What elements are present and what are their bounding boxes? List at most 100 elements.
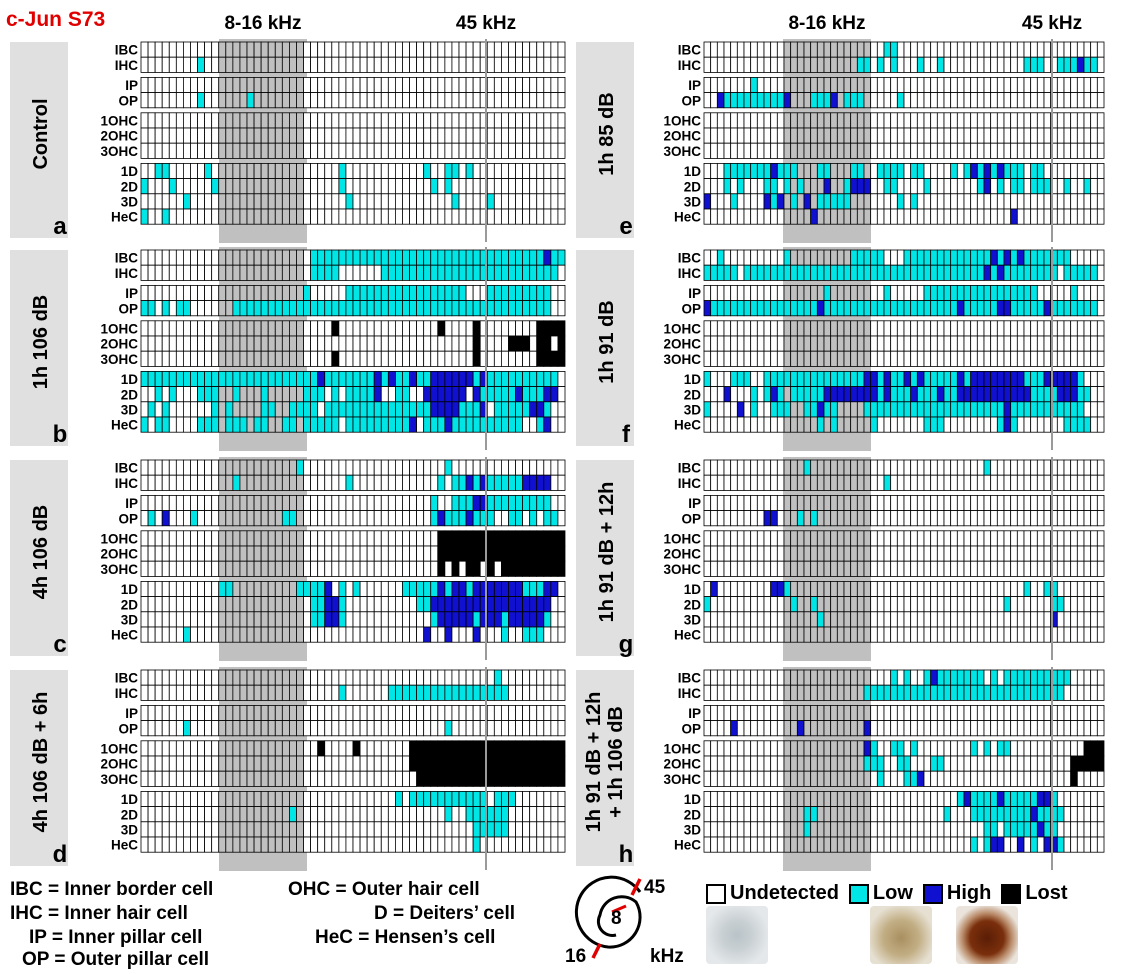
- cell-1ohc: [824, 321, 831, 336]
- cell-1ohc: [731, 113, 738, 128]
- cell-1d: [957, 163, 964, 178]
- cell-2d: [717, 179, 724, 194]
- cell-ip: [325, 77, 332, 92]
- cell-1d: [155, 371, 162, 386]
- cell-3d: [261, 822, 268, 837]
- cell-3ohc: [937, 143, 944, 158]
- cell-hec: [431, 417, 438, 432]
- cell-ibc: [551, 42, 558, 57]
- cell-2d: [459, 807, 466, 822]
- cell-hec: [417, 209, 424, 224]
- cell-hec: [473, 627, 480, 642]
- cell-2ohc: [247, 546, 254, 561]
- cell-ihc: [417, 685, 424, 700]
- cell-op: [247, 301, 254, 316]
- cell-op: [897, 721, 904, 736]
- cell-3ohc: [339, 143, 346, 158]
- cell-2ohc: [190, 128, 197, 143]
- cell-3ohc: [304, 561, 311, 576]
- cell-1ohc: [777, 321, 784, 336]
- cell-hec: [212, 837, 219, 852]
- cell-2d: [804, 179, 811, 194]
- cell-ibc: [884, 670, 891, 685]
- cell-1d: [431, 371, 438, 386]
- cell-ihc: [473, 475, 480, 490]
- cell-2ohc: [289, 128, 296, 143]
- cell-3d: [523, 612, 530, 627]
- cell-1d: [937, 371, 944, 386]
- cell-op: [811, 301, 818, 316]
- cell-1ohc: [205, 113, 212, 128]
- cell-hec: [837, 417, 844, 432]
- cell-op: [724, 93, 731, 108]
- cell-1ohc: [1037, 531, 1044, 546]
- cell-ip: [1071, 77, 1078, 92]
- cell-3d: [751, 194, 758, 209]
- cell-hec: [997, 209, 1004, 224]
- cell-hec: [837, 209, 844, 224]
- cell-3d: [884, 612, 891, 627]
- cell-ibc: [190, 460, 197, 475]
- cell-hec: [811, 627, 818, 642]
- cell-op: [311, 511, 318, 526]
- cell-1ohc: [997, 531, 1004, 546]
- cell-1ohc: [757, 321, 764, 336]
- cell-ibc: [744, 42, 751, 57]
- cell-3d: [791, 194, 798, 209]
- cell-ip: [904, 495, 911, 510]
- cell-ibc: [169, 42, 176, 57]
- cell-2ohc: [1017, 128, 1024, 143]
- cell-3d: [1037, 612, 1044, 627]
- cell-2d: [388, 807, 395, 822]
- cell-ip: [148, 705, 155, 720]
- cell-op: [964, 511, 971, 526]
- cell-ibc: [402, 670, 409, 685]
- cell-3ohc: [824, 143, 831, 158]
- cell-ihc: [452, 475, 459, 490]
- cell-3d: [797, 402, 804, 417]
- cell-op: [757, 301, 764, 316]
- cell-2ohc: [410, 546, 417, 561]
- cell-hec: [311, 417, 318, 432]
- cell-ibc: [791, 460, 798, 475]
- cell-ihc: [304, 475, 311, 490]
- cell-2ohc: [261, 336, 268, 351]
- cell-ihc: [219, 265, 226, 280]
- cell-ibc: [784, 670, 791, 685]
- cell-2d: [438, 807, 445, 822]
- cell-1d: [205, 581, 212, 596]
- cell-1d: [148, 163, 155, 178]
- cell-3ohc: [516, 143, 523, 158]
- cell-ibc: [304, 250, 311, 265]
- cell-2ohc: [494, 546, 501, 561]
- cell-3d: [1004, 612, 1011, 627]
- cell-ihc: [247, 265, 254, 280]
- cell-2d: [190, 387, 197, 402]
- cell-2ohc: [395, 546, 402, 561]
- cell-op: [395, 721, 402, 736]
- cell-ip: [711, 285, 718, 300]
- cell-2d: [318, 597, 325, 612]
- cell-2ohc: [296, 756, 303, 771]
- panel-condition-line: Control: [30, 98, 52, 169]
- cell-ibc: [831, 670, 838, 685]
- cell-ip: [459, 77, 466, 92]
- cell-ibc: [353, 250, 360, 265]
- cell-ibc: [1064, 250, 1071, 265]
- cell-ibc: [332, 42, 339, 57]
- cell-hec: [971, 209, 978, 224]
- cell-1ohc: [884, 531, 891, 546]
- cell-1d: [155, 791, 162, 806]
- cell-ibc: [523, 42, 530, 57]
- cell-ibc: [198, 42, 205, 57]
- cell-ihc: [466, 57, 473, 72]
- cell-3ohc: [757, 351, 764, 366]
- row-label-ip: IP: [688, 706, 701, 721]
- cell-2d: [897, 597, 904, 612]
- cell-ip: [374, 77, 381, 92]
- cell-ihc: [367, 475, 374, 490]
- cell-ihc: [1084, 475, 1091, 490]
- cell-3ohc: [851, 561, 858, 576]
- cell-ip: [410, 77, 417, 92]
